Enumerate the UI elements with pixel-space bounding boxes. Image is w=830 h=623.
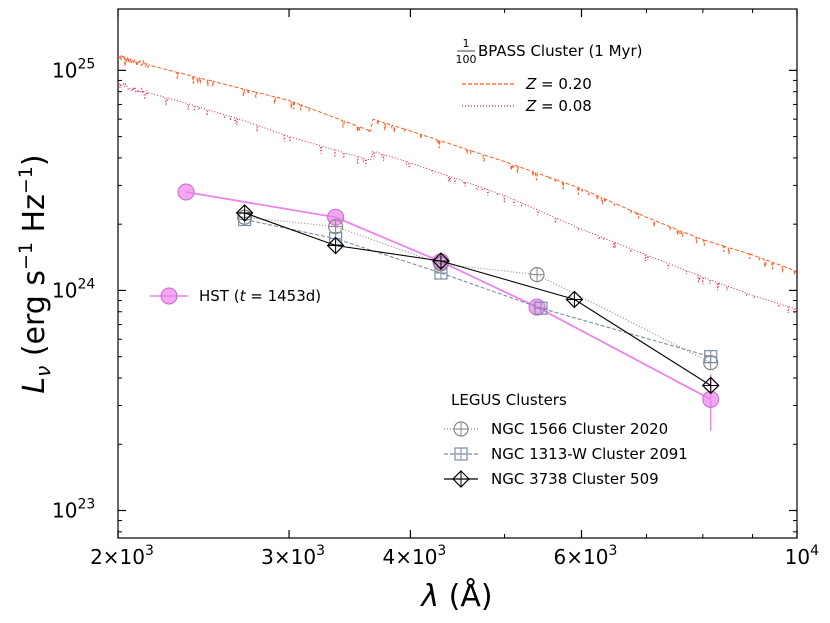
legend-marker-diamond [452, 470, 470, 488]
legend-marker-square [454, 447, 468, 461]
bpass-line-z020 [118, 54, 797, 275]
legus-point-diamond [432, 252, 450, 270]
bpass-scale-den: 100 [456, 53, 477, 66]
hst-legend: HST (t = 1453d) [150, 287, 321, 305]
legus-line-circle [244, 216, 711, 364]
legend-label-ngc1313: NGC 1313-W Cluster 2091 [491, 445, 688, 463]
legus-point-diamond [701, 376, 720, 395]
plot-frame [117, 8, 798, 539]
y-tick-label: 1023 [52, 497, 95, 523]
legend-label-ngc1566: NGC 1566 Cluster 2020 [491, 420, 668, 438]
legus-point-diamond [326, 236, 345, 255]
legus-point-circle [529, 267, 545, 283]
hst-legend-marker [160, 287, 178, 305]
axis-ticks: 2×103 3×103 4×103 6×103 104 1023 1024 1025 [52, 9, 819, 569]
legus-point-square [704, 350, 718, 364]
x-tick-label: 3×103 [261, 543, 325, 569]
legend-marker-circle [453, 421, 469, 437]
x-tick-label: 104 [785, 543, 819, 569]
bpass-lines [118, 54, 797, 314]
legus-point-circle [328, 218, 344, 235]
legus-line-square [244, 218, 711, 358]
legus-point-diamond [235, 204, 254, 222]
x-tick-label: 6×103 [554, 543, 618, 569]
bpass-line-z008 [118, 81, 797, 314]
x-tick-label: 2×103 [90, 543, 154, 569]
legus-point-diamond [565, 290, 584, 309]
legend-label-ngc3738: NGC 3738 Cluster 509 [491, 470, 659, 488]
y-axis-title: Lν (erg s−1 Hz−1) [15, 154, 55, 393]
legend-label-z020: Z = 0.20 [525, 75, 592, 93]
bpass-legend: 1 100 BPASS Cluster (1 Myr) Z = 0.20 Z =… [456, 37, 643, 115]
hst-point [528, 298, 546, 316]
x-axis-title: λ (Å) [419, 578, 492, 614]
hst-series [177, 183, 720, 431]
y-tick-label: 1024 [52, 276, 95, 302]
hst-point [177, 183, 195, 201]
legus-legend-title: LEGUS Clusters [451, 391, 567, 409]
y-tick-label: 1025 [52, 56, 95, 82]
bpass-scale-num: 1 [463, 37, 470, 50]
hst-legend-label: HST (t = 1453d) [199, 287, 321, 305]
legus-point-square [534, 301, 548, 315]
legus-series [235, 204, 720, 395]
legus-legend: LEGUS Clusters NGC 1566 Cluster 2020 NGC… [444, 391, 688, 488]
legend-label-z008: Z = 0.08 [525, 97, 592, 115]
bpass-legend-title: BPASS Cluster (1 Myr) [478, 42, 642, 60]
x-tick-label: 4×103 [382, 543, 446, 569]
